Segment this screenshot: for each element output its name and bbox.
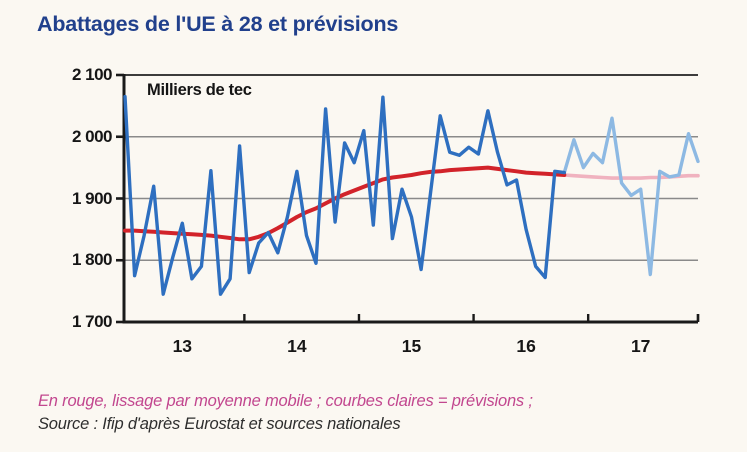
y-axis-label: 1 800 xyxy=(71,250,113,270)
series-line-abattages-mensuels xyxy=(123,94,566,296)
y-axis-label: 2 100 xyxy=(71,65,113,84)
x-axis-label: 14 xyxy=(287,336,307,356)
series-line-lissage-moyenne-mobile xyxy=(123,165,567,242)
x-axis-label: 15 xyxy=(401,336,422,356)
series-line-abattages-mensuels-prevision xyxy=(562,116,700,277)
source-caption: Source : Ifip d'après Eurostat et source… xyxy=(38,415,401,433)
y-axis-label: 1 700 xyxy=(71,312,113,331)
unit-label: Milliers de tec xyxy=(147,81,252,99)
y-axis-label: 1 900 xyxy=(71,188,113,208)
y-axis-label: 2 000 xyxy=(71,126,113,146)
x-axis-label: 17 xyxy=(630,336,651,356)
x-axis-label: 13 xyxy=(172,336,193,356)
x-axis-label: 16 xyxy=(516,336,536,356)
page-title: Abattages de l'UE à 28 et prévisions xyxy=(37,12,399,36)
legend-note: En rouge, lissage par moyenne mobile ; c… xyxy=(38,392,533,410)
